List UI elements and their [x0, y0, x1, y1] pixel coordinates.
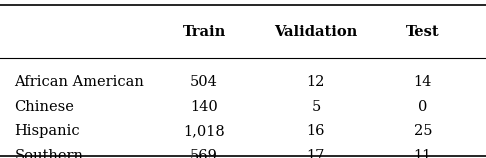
Text: 504: 504: [190, 75, 218, 89]
Text: 17: 17: [307, 149, 325, 158]
Text: Hispanic: Hispanic: [15, 124, 80, 138]
Text: Chinese: Chinese: [15, 100, 74, 114]
Text: Train: Train: [183, 25, 226, 39]
Text: 16: 16: [307, 124, 325, 138]
Text: African American: African American: [15, 75, 144, 89]
Text: Southern: Southern: [15, 149, 84, 158]
Text: 14: 14: [414, 75, 432, 89]
Text: 11: 11: [414, 149, 432, 158]
Text: 140: 140: [190, 100, 218, 114]
Text: 1,018: 1,018: [183, 124, 225, 138]
Text: 5: 5: [311, 100, 321, 114]
Text: 25: 25: [414, 124, 432, 138]
Text: 0: 0: [418, 100, 428, 114]
Text: 569: 569: [190, 149, 218, 158]
Text: Validation: Validation: [274, 25, 358, 39]
Text: Test: Test: [406, 25, 440, 39]
Text: 12: 12: [307, 75, 325, 89]
